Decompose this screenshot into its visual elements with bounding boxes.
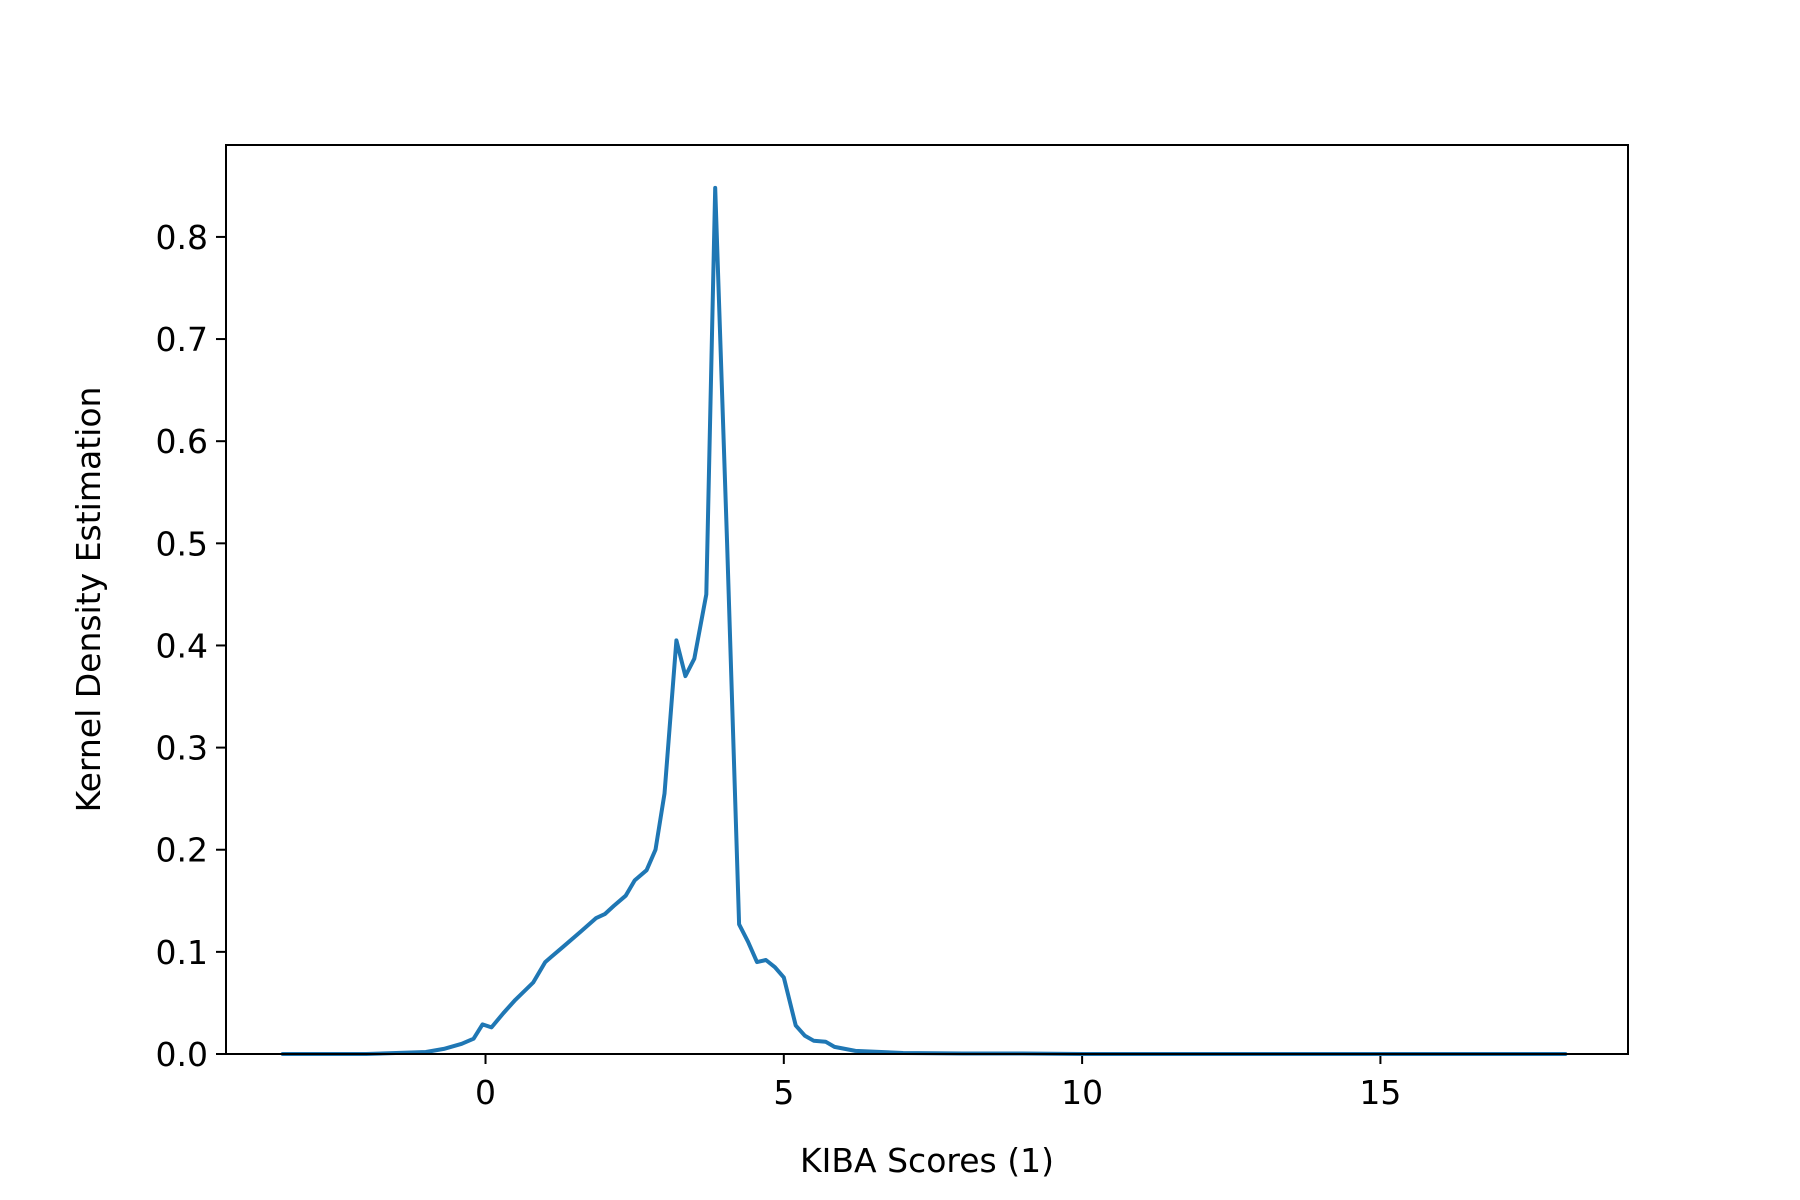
y-tick-label: 0.7 <box>156 320 208 359</box>
y-tick-label: 0.2 <box>156 831 208 870</box>
y-tick-label: 0.3 <box>156 729 208 768</box>
y-tick-label: 0.8 <box>156 218 208 257</box>
x-tick-label: 15 <box>1359 1073 1401 1112</box>
x-tick-label: 0 <box>475 1073 496 1112</box>
plot-frame <box>225 144 1629 1055</box>
x-axis-ticks: 0 5 10 15 <box>475 1054 1401 1112</box>
x-axis-label: KIBA Scores (1) <box>800 1141 1054 1180</box>
y-tick-label: 0.4 <box>156 626 208 665</box>
kde-series-line <box>280 185 1568 1056</box>
y-axis-ticks: 0.0 0.1 0.2 0.3 0.4 0.5 0.6 0.7 0.8 <box>156 218 226 1074</box>
x-tick-label: 10 <box>1061 1073 1103 1112</box>
y-tick-label: 0.1 <box>156 933 208 972</box>
y-axis-label: Kernel Density Estimation <box>69 387 108 813</box>
x-tick-label: 5 <box>773 1073 794 1112</box>
y-tick-label: 0.0 <box>156 1035 208 1074</box>
y-tick-label: 0.6 <box>156 422 208 461</box>
y-tick-label: 0.5 <box>156 524 208 563</box>
